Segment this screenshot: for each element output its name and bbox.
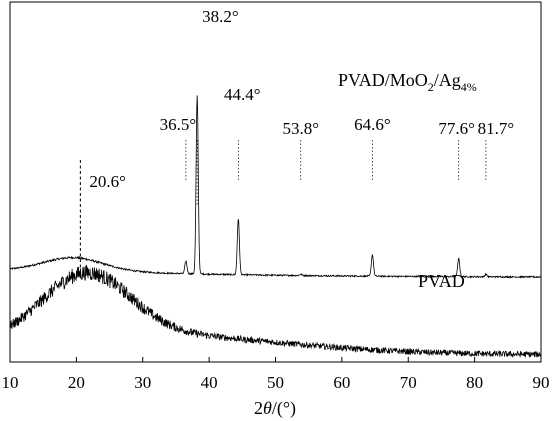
peak-annotation: 64.6°: [354, 115, 391, 134]
x-tick-label: 30: [134, 373, 151, 392]
x-tick-label: 40: [201, 373, 218, 392]
peak-annotation: 36.5°: [160, 115, 197, 134]
series-line: [9, 95, 542, 279]
x-tick-label: 50: [267, 373, 284, 392]
peak-annotation: 44.4°: [224, 85, 261, 104]
x-axis-title: 2θ/(°): [254, 398, 296, 419]
peak-annotation: 20.6°: [89, 172, 126, 191]
series-traces: [9, 95, 542, 358]
peak-annotation: 53.8°: [282, 119, 319, 138]
x-tick-label: 20: [68, 373, 85, 392]
x-tick-label: 60: [333, 373, 350, 392]
peak-annotation: 77.6°: [438, 119, 475, 138]
x-tick-label: 80: [466, 373, 483, 392]
peak-annotation: 38.2°: [202, 7, 239, 26]
peak-annotation: 81.7°: [478, 119, 515, 138]
series-line: [9, 264, 542, 358]
x-axis-ticks: 10 20 30 40 50 60 70 80 90: [2, 357, 550, 392]
x-tick-label: 70: [400, 373, 417, 392]
x-tick-label: 10: [2, 373, 19, 392]
series-label-composite: PVAD/MoO2/Ag4%: [338, 70, 477, 94]
x-tick-label: 90: [533, 373, 550, 392]
peak-annotations: 36.5° 38.2° 44.4° 53.8° 64.6° 77.6° 81.7° 20.6°: [89, 7, 514, 191]
series-label-pvad: PVAD: [418, 271, 465, 291]
peak-markers: [79, 140, 487, 278]
